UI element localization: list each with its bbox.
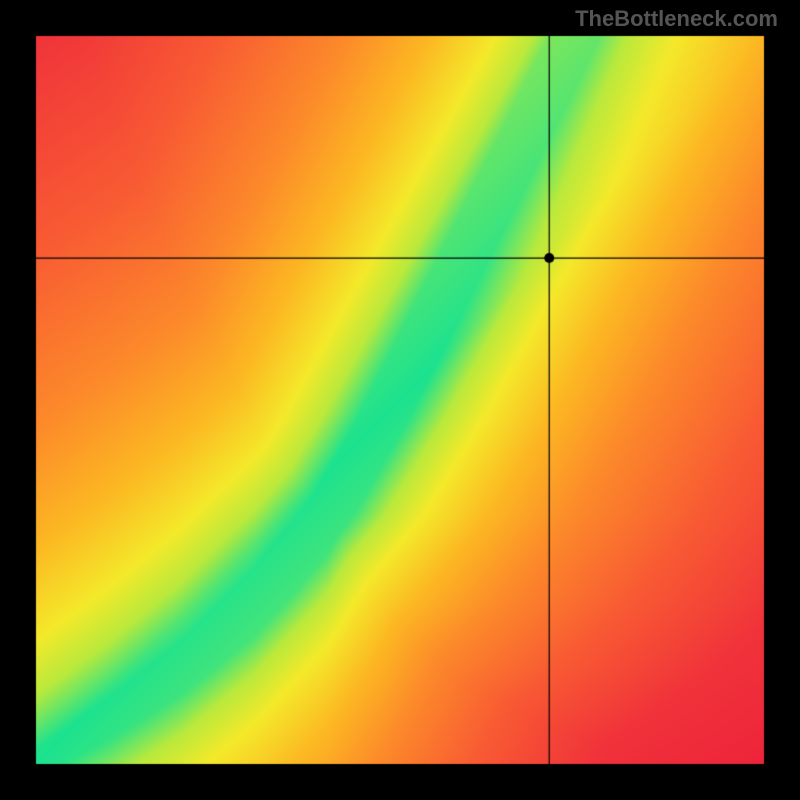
watermark-text: TheBottleneck.com <box>575 6 778 32</box>
chart-container: TheBottleneck.com <box>0 0 800 800</box>
heatmap-canvas <box>0 0 800 800</box>
